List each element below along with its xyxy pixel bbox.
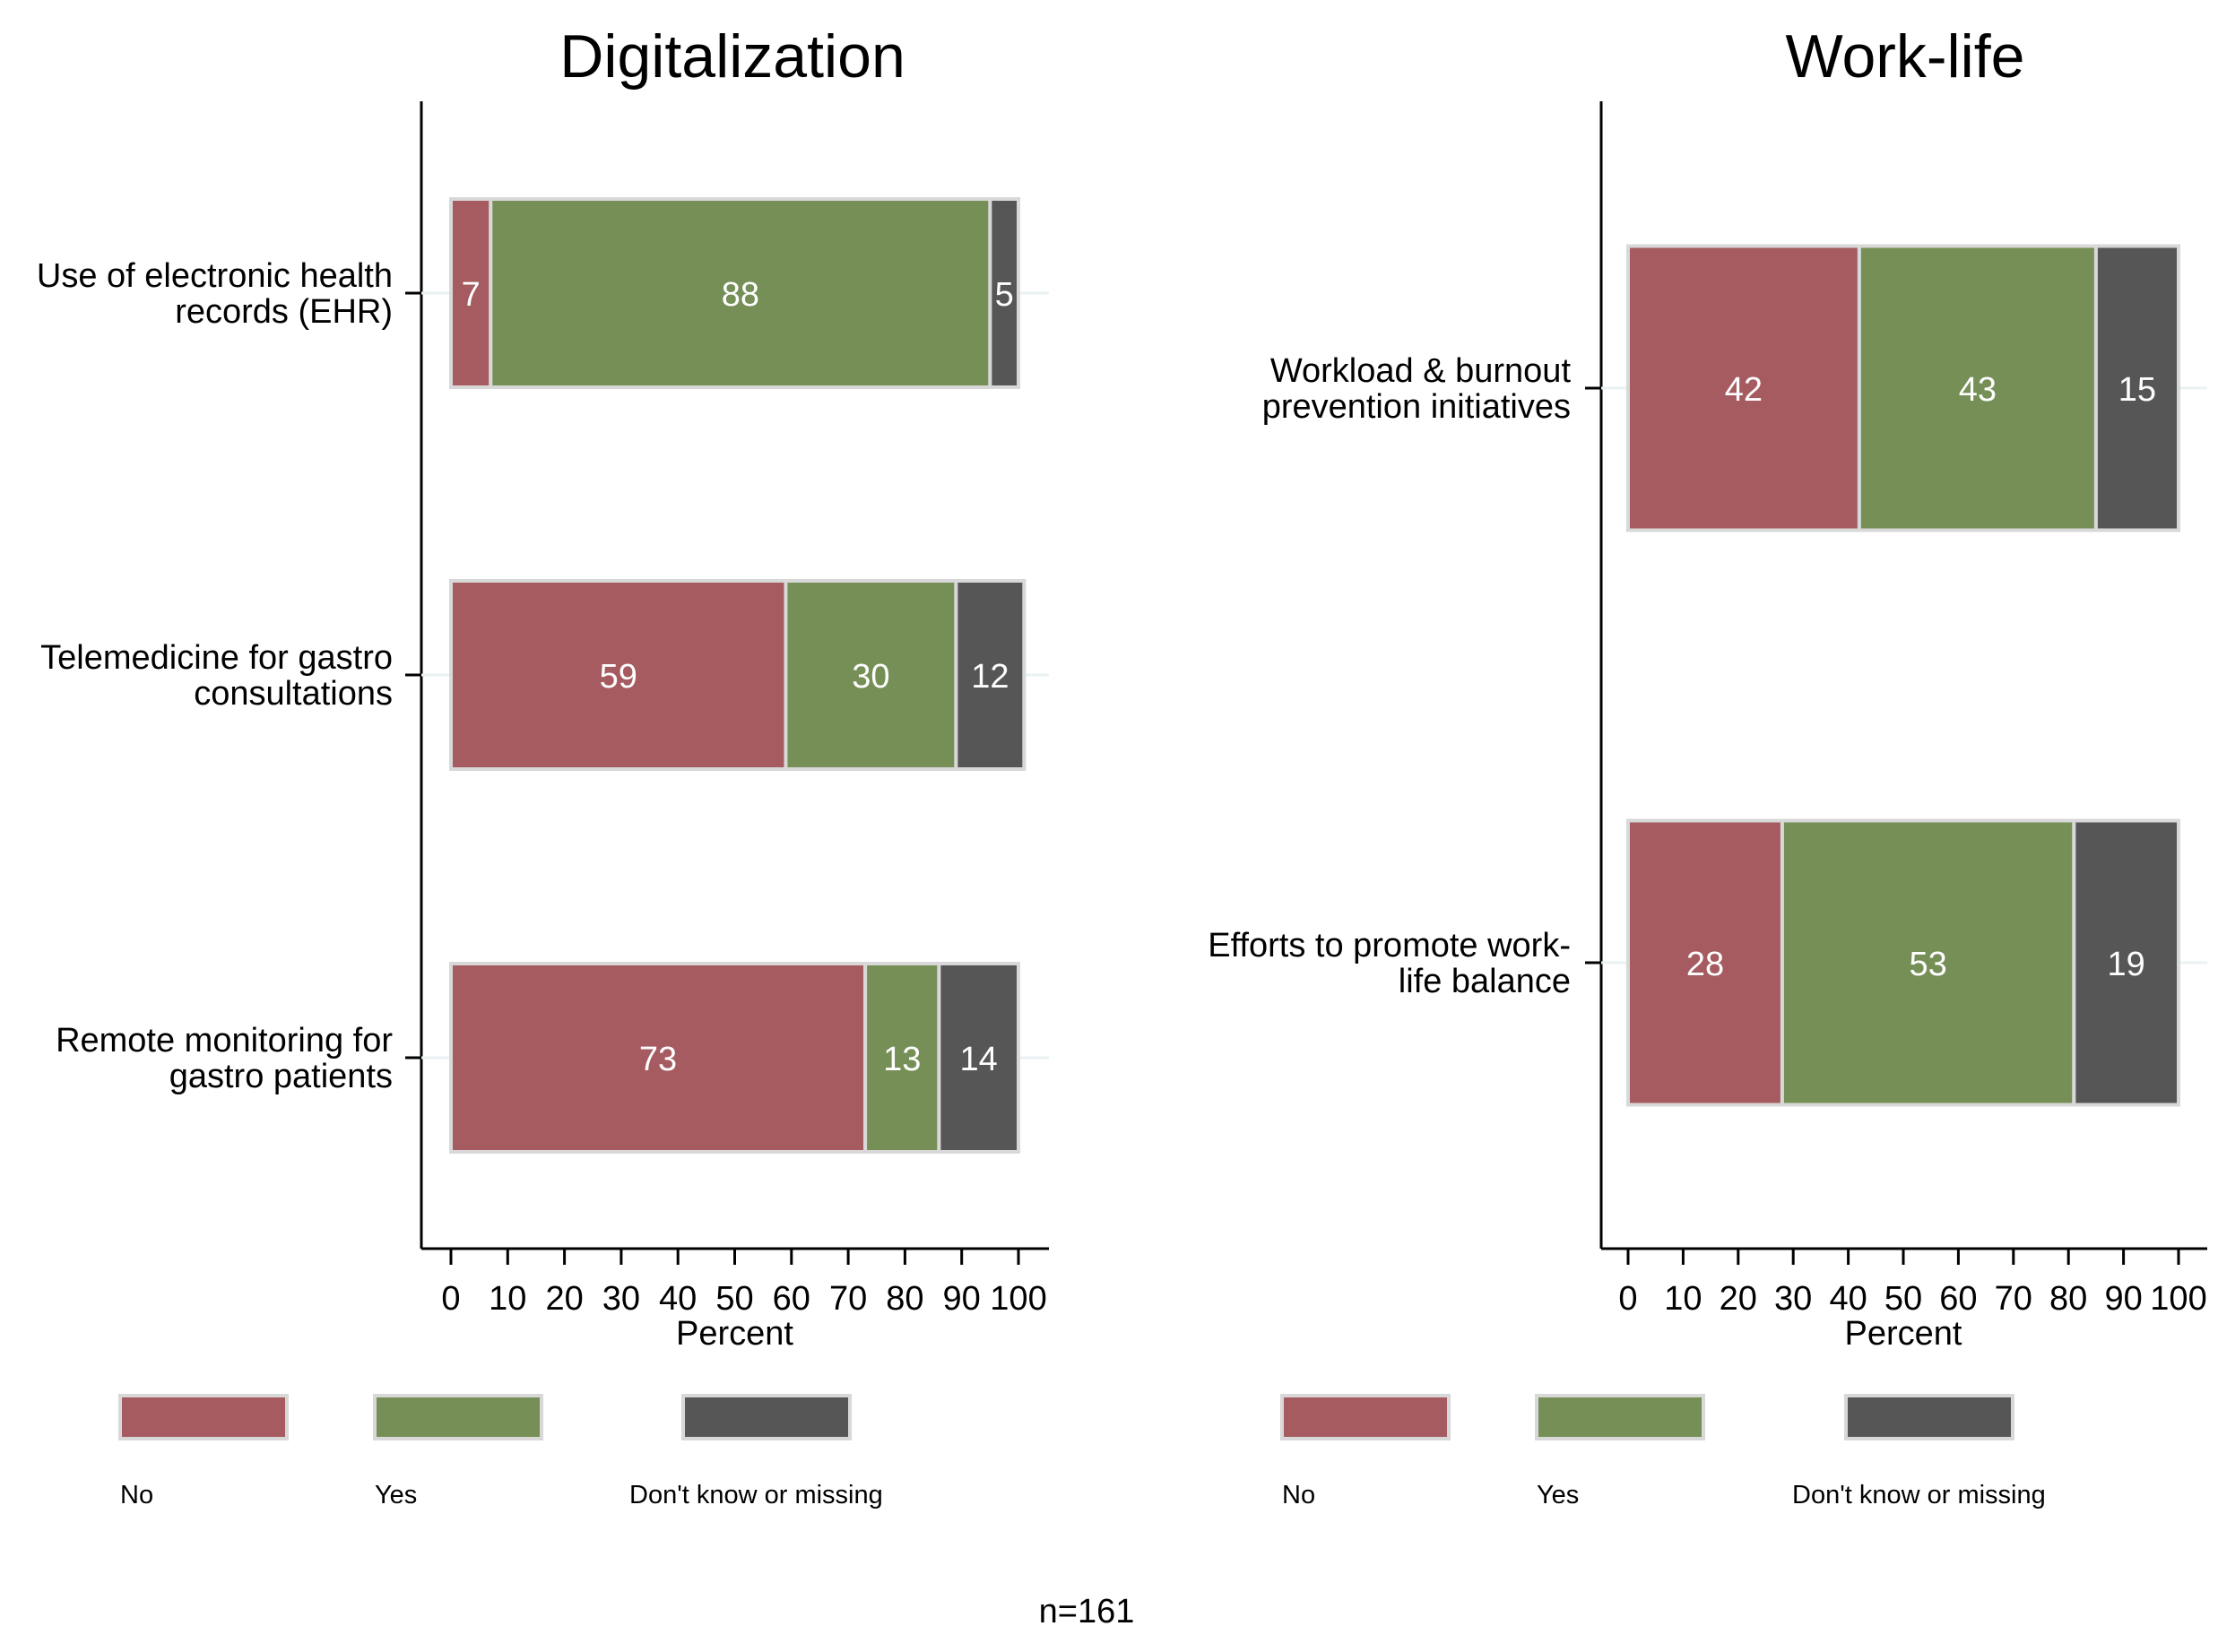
category-label: prevention initiatives: [1262, 388, 1571, 426]
legend-label: Don't know or missing: [629, 1481, 883, 1509]
chart-panel-work-life: Work-life 0 10 20 30 40 50 60 70 80 90 100 Percent Wo…: [1208, 22, 2207, 1509]
category-label: Telemedicine for gastro: [40, 639, 393, 677]
x-tick-label: 60: [1939, 1280, 1977, 1318]
category-label: records (EHR): [175, 293, 393, 331]
x-tick-label: 50: [1884, 1280, 1922, 1318]
bar-segment-no: [1626, 244, 1861, 532]
x-tick-label: 20: [1720, 1280, 1757, 1318]
bar-segment-don-t-know-or-missing: [2093, 244, 2180, 532]
x-tick-label: 30: [602, 1280, 640, 1318]
legend-label: Yes: [1537, 1481, 1579, 1509]
legend-swatch: [373, 1394, 543, 1440]
bar-value-label: 5: [995, 276, 1014, 314]
category-label: Use of electronic health: [37, 257, 393, 295]
bar-value-label: 12: [971, 658, 1009, 696]
legend-label: Don't know or missing: [1792, 1481, 2046, 1509]
category-label: Efforts to promote work-: [1208, 927, 1571, 964]
bar-segment-don-t-know-or-missing: [2072, 818, 2181, 1107]
category-label: Remote monitoring for: [56, 1022, 393, 1060]
bar-value-label: 42: [1725, 371, 1763, 409]
bar-value-label: 19: [2108, 946, 2145, 983]
bar-value-label: 73: [639, 1041, 677, 1078]
x-tick-label: 100: [2150, 1280, 2206, 1318]
x-tick-label: 10: [489, 1280, 526, 1318]
x-tick-label: 90: [943, 1280, 981, 1318]
category-label: life balance: [1399, 963, 1571, 1000]
bar-value-label: 7: [462, 276, 481, 314]
x-tick-label: 80: [886, 1280, 923, 1318]
legend-swatch: [1280, 1394, 1451, 1440]
bar-segment-no: [449, 962, 868, 1154]
bar-value-label: 59: [600, 658, 637, 696]
bar-segment-don-t-know-or-missing: [988, 197, 1020, 389]
legend-swatch: [1535, 1394, 1705, 1440]
bar-value-label: 14: [960, 1041, 998, 1078]
legend-swatch: [1844, 1394, 2014, 1440]
bar-segment-don-t-know-or-missing: [954, 579, 1027, 771]
x-axis-label: Percent: [676, 1315, 793, 1353]
bar-value-label: 43: [1959, 371, 1997, 409]
bar-segment-no: [1626, 818, 1784, 1107]
x-tick-label: 0: [441, 1280, 460, 1318]
category-label: gastro patients: [169, 1058, 393, 1095]
chart-title: Work-life: [1786, 22, 2025, 91]
bar-value-label: 30: [852, 658, 889, 696]
x-tick-label: 40: [659, 1280, 697, 1318]
x-axis-label: Percent: [1845, 1315, 1962, 1353]
bar-segment-yes: [1780, 818, 2076, 1107]
x-tick-label: 70: [1995, 1280, 2032, 1318]
legend-label: No: [1282, 1481, 1315, 1509]
x-tick-label: 10: [1664, 1280, 1702, 1318]
bar-value-label: 53: [1909, 946, 1946, 983]
x-tick-label: 60: [773, 1280, 810, 1318]
bar-value-label: 13: [883, 1041, 921, 1078]
x-tick-label: 70: [829, 1280, 867, 1318]
x-tick-label: 40: [1829, 1280, 1867, 1318]
x-tick-label: 0: [1618, 1280, 1637, 1318]
footnote-sample-size: n=161: [1039, 1593, 1135, 1630]
category-label: consultations: [194, 675, 393, 713]
x-tick-label: 20: [545, 1280, 583, 1318]
x-tick-label: 80: [2049, 1280, 2087, 1318]
legend-swatch: [118, 1394, 289, 1440]
bar-segment-yes: [863, 962, 941, 1154]
legend-label: Yes: [375, 1481, 417, 1509]
bar-value-label: 28: [1686, 946, 1724, 983]
chart-panel-digitalization: Digitalization 0 10 20 30 40 50 60 70 80 90 100 Perc…: [37, 22, 1049, 1509]
x-tick-label: 100: [990, 1280, 1046, 1318]
category-label: Workload & burnout: [1270, 352, 1572, 390]
x-tick-label: 90: [2104, 1280, 2142, 1318]
bar-segment-don-t-know-or-missing: [937, 962, 1021, 1154]
legend-label: No: [120, 1481, 153, 1509]
x-tick-label: 50: [715, 1280, 753, 1318]
bar-segment-no: [449, 197, 493, 389]
chart-title: Digitalization: [559, 22, 905, 91]
bar-segment-yes: [1857, 244, 2098, 532]
bar-value-label: 88: [722, 276, 759, 314]
legend-swatch: [681, 1394, 852, 1440]
bar-value-label: 15: [2118, 371, 2156, 409]
x-tick-label: 30: [1774, 1280, 1812, 1318]
